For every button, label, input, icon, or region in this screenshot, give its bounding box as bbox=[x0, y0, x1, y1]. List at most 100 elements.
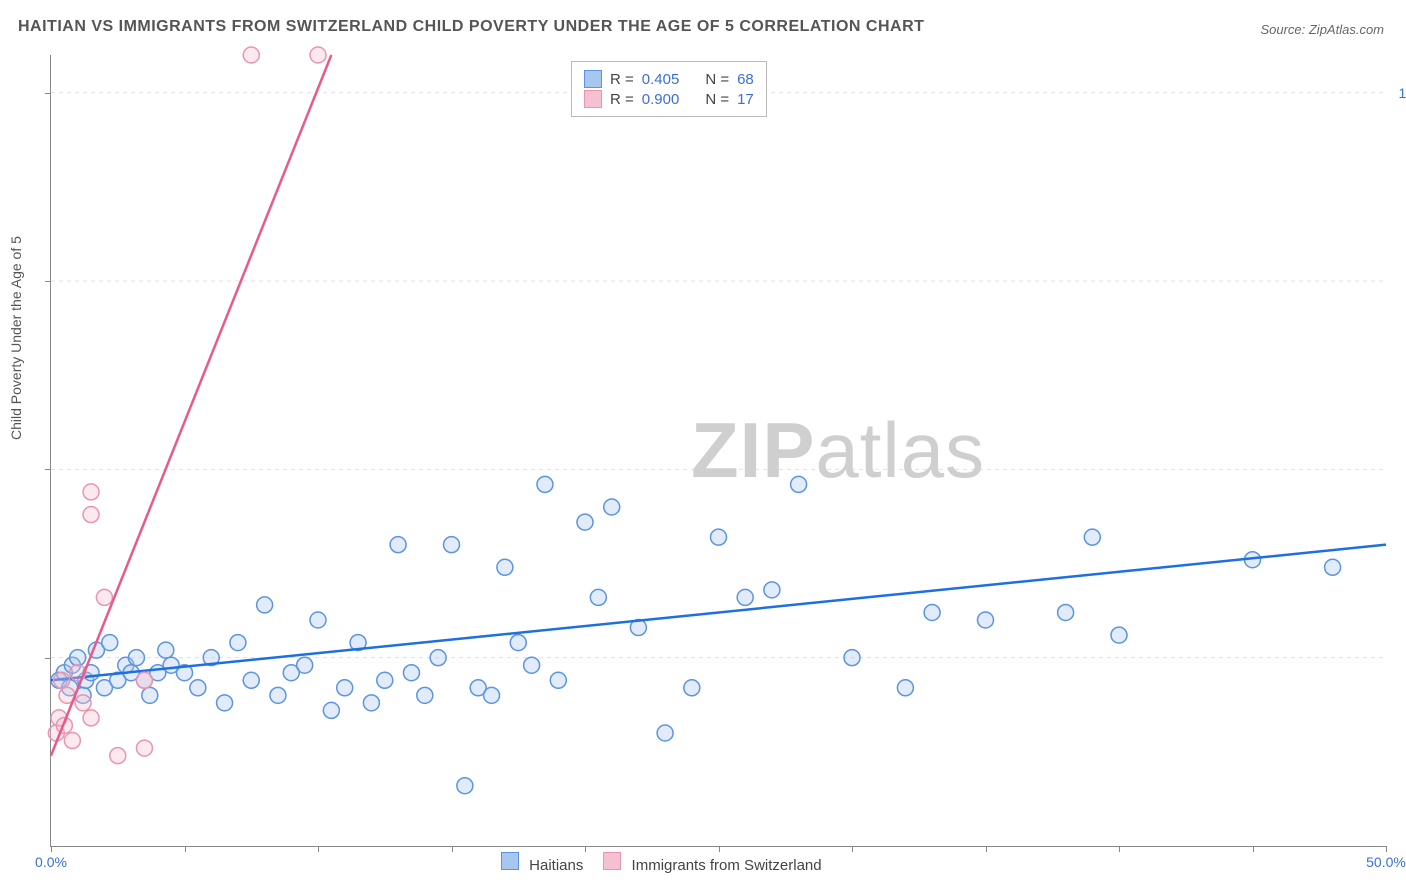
legend-swatch bbox=[603, 852, 621, 870]
data-point bbox=[128, 650, 144, 666]
y-tick-mark bbox=[45, 93, 51, 94]
data-point bbox=[337, 680, 353, 696]
legend-series-label: Haitians bbox=[529, 857, 583, 874]
data-point bbox=[390, 537, 406, 553]
data-point bbox=[136, 740, 152, 756]
legend-series-label: Immigrants from Switzerland bbox=[632, 857, 822, 874]
legend-swatch bbox=[584, 70, 602, 88]
source-attribution: Source: ZipAtlas.com bbox=[1260, 22, 1384, 37]
data-point bbox=[657, 725, 673, 741]
legend-correlation: R = 0.405 N = 68 R = 0.900 N = 17 bbox=[571, 61, 767, 117]
x-tick-label: 50.0% bbox=[1366, 854, 1406, 870]
data-point bbox=[102, 635, 118, 651]
trend-line bbox=[51, 545, 1386, 681]
legend-row: R = 0.900 N = 17 bbox=[584, 90, 754, 108]
data-point bbox=[323, 702, 339, 718]
data-point bbox=[764, 582, 780, 598]
x-tick-label: 0.0% bbox=[35, 854, 67, 870]
data-point bbox=[444, 537, 460, 553]
legend-n-value: 68 bbox=[737, 71, 754, 88]
data-point bbox=[924, 604, 940, 620]
data-point bbox=[217, 695, 233, 711]
legend-n-value: 17 bbox=[737, 91, 754, 108]
data-point bbox=[497, 559, 513, 575]
data-point bbox=[1325, 559, 1341, 575]
data-point bbox=[75, 695, 91, 711]
chart-title: HAITIAN VS IMMIGRANTS FROM SWITZERLAND C… bbox=[18, 18, 924, 36]
data-point bbox=[430, 650, 446, 666]
data-point bbox=[844, 650, 860, 666]
data-point bbox=[403, 665, 419, 681]
data-point bbox=[363, 695, 379, 711]
x-tick-mark bbox=[452, 846, 453, 852]
y-tick-mark bbox=[45, 469, 51, 470]
data-point bbox=[791, 476, 807, 492]
data-point bbox=[243, 47, 259, 63]
data-point bbox=[96, 589, 112, 605]
data-point bbox=[110, 748, 126, 764]
y-tick-mark bbox=[45, 658, 51, 659]
data-point bbox=[377, 672, 393, 688]
data-point bbox=[684, 680, 700, 696]
data-point bbox=[54, 672, 70, 688]
legend-r-value: 0.405 bbox=[642, 71, 680, 88]
data-point bbox=[243, 672, 259, 688]
x-tick-mark bbox=[318, 846, 319, 852]
y-tick-mark bbox=[45, 281, 51, 282]
trend-line bbox=[51, 55, 331, 756]
y-tick-label: 100.0% bbox=[1399, 85, 1406, 101]
x-tick-mark bbox=[1253, 846, 1254, 852]
x-tick-mark bbox=[1386, 846, 1387, 852]
x-tick-mark bbox=[719, 846, 720, 852]
data-point bbox=[230, 635, 246, 651]
data-point bbox=[1058, 604, 1074, 620]
legend-swatch bbox=[501, 852, 519, 870]
data-point bbox=[310, 47, 326, 63]
data-point bbox=[484, 687, 500, 703]
y-axis-label: Child Poverty Under the Age of 5 bbox=[8, 236, 24, 440]
data-point bbox=[1084, 529, 1100, 545]
data-point bbox=[310, 612, 326, 628]
x-tick-mark bbox=[1119, 846, 1120, 852]
data-point bbox=[83, 710, 99, 726]
legend-n-label: N = bbox=[705, 91, 729, 108]
data-point bbox=[711, 529, 727, 545]
legend-r-label: R = bbox=[610, 91, 634, 108]
legend-item: Immigrants from Switzerland bbox=[603, 852, 821, 874]
x-tick-mark bbox=[51, 846, 52, 852]
data-point bbox=[83, 507, 99, 523]
data-point bbox=[142, 687, 158, 703]
data-point bbox=[1111, 627, 1127, 643]
data-point bbox=[190, 680, 206, 696]
data-point bbox=[457, 778, 473, 794]
data-point bbox=[297, 657, 313, 673]
data-point bbox=[510, 635, 526, 651]
data-point bbox=[417, 687, 433, 703]
legend-r-label: R = bbox=[610, 71, 634, 88]
legend-item: Haitians bbox=[501, 852, 583, 874]
data-point bbox=[577, 514, 593, 530]
x-tick-mark bbox=[185, 846, 186, 852]
legend-swatch bbox=[584, 90, 602, 108]
data-point bbox=[70, 650, 86, 666]
x-tick-mark bbox=[986, 846, 987, 852]
data-point bbox=[737, 589, 753, 605]
x-tick-mark bbox=[852, 846, 853, 852]
data-point bbox=[550, 672, 566, 688]
data-point bbox=[897, 680, 913, 696]
data-point bbox=[537, 476, 553, 492]
data-point bbox=[64, 733, 80, 749]
legend-row: R = 0.405 N = 68 bbox=[584, 70, 754, 88]
x-tick-mark bbox=[585, 846, 586, 852]
data-point bbox=[978, 612, 994, 628]
chart-plot-area: ZIPatlas R = 0.405 N = 68 R = 0.900 N = … bbox=[50, 55, 1386, 847]
data-point bbox=[83, 484, 99, 500]
data-point bbox=[136, 672, 152, 688]
data-point bbox=[524, 657, 540, 673]
legend-n-label: N = bbox=[705, 71, 729, 88]
data-point bbox=[257, 597, 273, 613]
legend-series: Haitians Immigrants from Switzerland bbox=[501, 852, 822, 874]
data-point bbox=[158, 642, 174, 658]
chart-svg bbox=[51, 55, 1386, 846]
data-point bbox=[590, 589, 606, 605]
